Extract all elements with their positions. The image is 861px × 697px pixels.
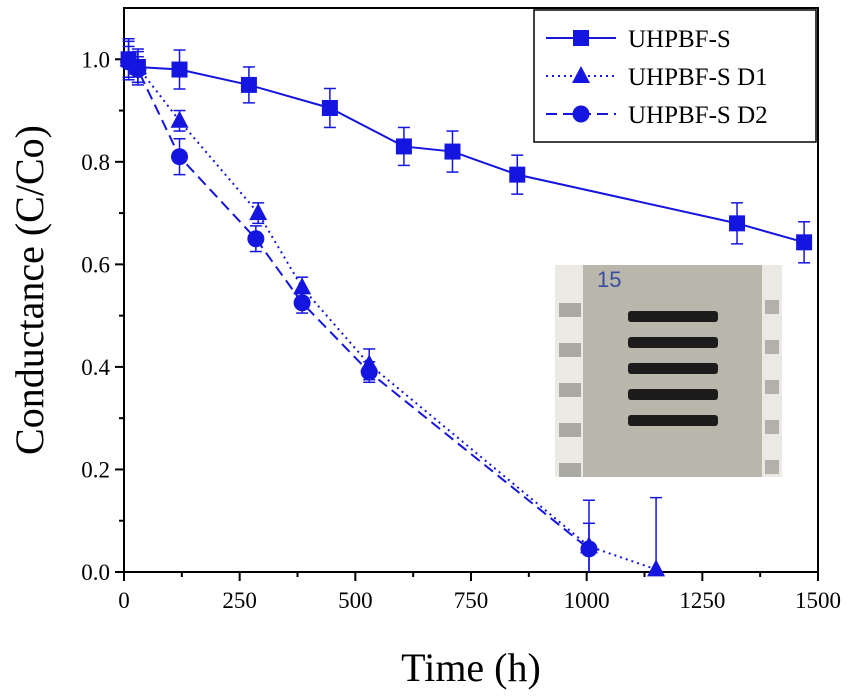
- data-point: [580, 540, 598, 558]
- data-point: [647, 559, 666, 577]
- legend-item: UHPBF-S D1: [546, 64, 768, 91]
- inset-photo: 15: [555, 265, 782, 477]
- data-point: [444, 143, 461, 160]
- inset-edge-mark: [765, 380, 779, 394]
- data-point: [247, 230, 265, 248]
- inset-right-edge: [762, 265, 782, 477]
- data-point: [293, 294, 311, 312]
- x-tick-label: 0: [118, 588, 130, 613]
- inset-stripe: [628, 415, 718, 426]
- inset-stripe: [628, 311, 718, 322]
- data-point: [170, 110, 189, 128]
- inset-stripe: [628, 389, 718, 400]
- inset-edge-mark: [559, 463, 581, 477]
- inset-edge-mark: [765, 340, 779, 354]
- legend-label: UHPBF-S D1: [628, 64, 768, 91]
- inset-stripe: [628, 337, 718, 348]
- inset-stripe: [628, 363, 718, 374]
- data-point: [171, 61, 188, 78]
- legend: UHPBF-S UHPBF-S D1 UHPBF-S D2: [533, 9, 817, 143]
- series-line: [127, 61, 590, 550]
- data-point: [171, 148, 189, 166]
- x-tick-label: 750: [454, 588, 489, 613]
- y-tick-label: 0.8: [81, 150, 110, 175]
- series-line: [127, 58, 805, 244]
- data-point: [729, 215, 746, 232]
- inset-edge-mark: [559, 423, 581, 437]
- data-point: [796, 234, 813, 251]
- x-tick-label: 250: [222, 588, 257, 613]
- data-point: [509, 166, 526, 183]
- y-tick-label: 0.0: [81, 560, 110, 585]
- legend-marker: [573, 30, 589, 46]
- x-tick-label: 1500: [795, 588, 841, 613]
- y-tick-label: 0.2: [81, 457, 110, 482]
- y-tick-label: 0.4: [81, 355, 110, 380]
- legend-marker: [572, 66, 590, 83]
- data-point: [395, 138, 412, 155]
- inset-edge-mark: [765, 300, 779, 314]
- axes: 0 250 500 750 1000 1250 1500 0.0 0.2 0.4 0.6 0.8 1.0: [81, 7, 841, 613]
- data-point: [360, 363, 378, 381]
- legend-marker: [572, 105, 590, 123]
- legend-label: UHPBF-S: [628, 26, 731, 53]
- inset-edge-mark: [765, 420, 779, 434]
- legend-label: UHPBF-S D2: [628, 102, 768, 129]
- series-group: [119, 38, 813, 577]
- x-tick-label: 500: [338, 588, 373, 613]
- x-tick-label: 1000: [564, 588, 610, 613]
- inset-label: 15: [597, 267, 621, 292]
- data-point: [293, 277, 312, 295]
- data-point: [249, 203, 268, 221]
- data-point: [321, 99, 338, 116]
- data-point: [240, 76, 257, 93]
- inset-edge-mark: [559, 343, 581, 357]
- legend-item: UHPBF-S D2: [546, 102, 768, 129]
- legend-item: UHPBF-S: [546, 26, 731, 53]
- y-axis-title: Conductance (C/Co): [7, 125, 52, 455]
- inset-edge-mark: [559, 383, 581, 397]
- series-3: [120, 45, 598, 572]
- y-tick-label: 1.0: [81, 47, 110, 72]
- y-tick-label: 0.6: [81, 252, 110, 277]
- inset-edge-mark: [559, 303, 581, 317]
- inset-edge-mark: [765, 460, 779, 474]
- x-tick-label: 1250: [679, 588, 725, 613]
- x-axis-title: Time (h): [401, 645, 541, 690]
- inset-left-edge: [555, 265, 583, 477]
- data-point: [129, 61, 147, 79]
